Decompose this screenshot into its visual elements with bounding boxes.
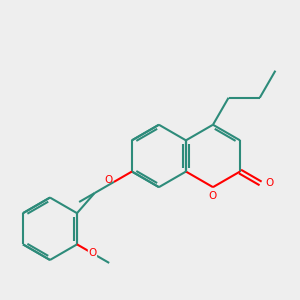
Text: O: O	[88, 248, 97, 258]
Text: O: O	[104, 176, 112, 185]
Text: O: O	[209, 191, 217, 201]
Text: O: O	[265, 178, 273, 188]
